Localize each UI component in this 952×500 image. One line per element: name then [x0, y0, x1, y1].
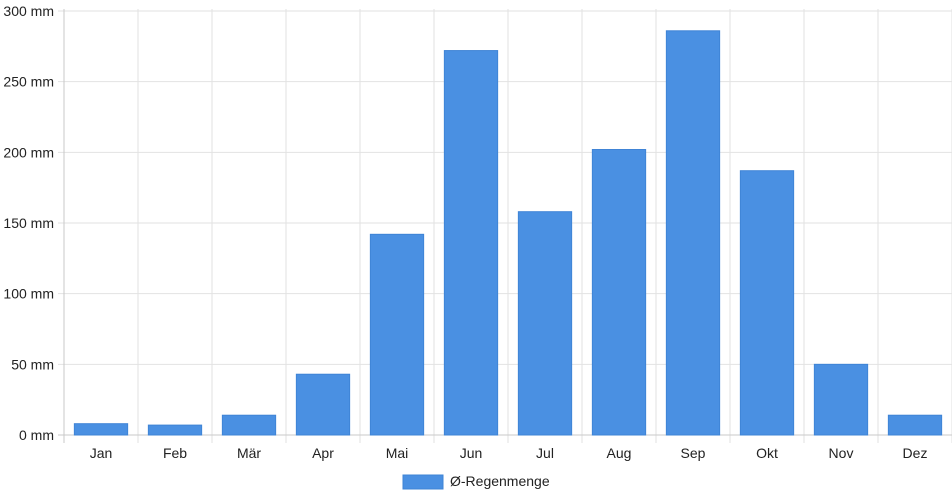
y-tick-label: 0 mm [19, 427, 54, 443]
legend-swatch[interactable] [402, 474, 444, 490]
bar-Jun [443, 50, 499, 436]
x-tick-label: Mär [237, 445, 261, 461]
bar-Dez [887, 414, 943, 436]
x-tick-label: Feb [163, 445, 187, 461]
x-tick-label: Mai [386, 445, 409, 461]
bar-Aug [591, 149, 647, 436]
bar-Nov [813, 363, 869, 436]
chart-grid [58, 9, 952, 443]
y-tick-label: 150 mm [3, 215, 54, 231]
bar-Mär [221, 414, 277, 436]
x-tick-label: Sep [681, 445, 706, 461]
x-tick-label: Jun [460, 445, 483, 461]
bar-Feb [147, 424, 203, 436]
legend-label[interactable]: Ø-Regenmenge [450, 473, 550, 489]
x-tick-label: Apr [312, 445, 334, 461]
y-tick-label: 50 mm [11, 356, 54, 372]
legend[interactable]: Ø-Regenmenge [402, 473, 550, 490]
y-axis-ticks: 0 mm 50 mm 100 mm 150 mm 200 mm 250 mm 300 mm [3, 3, 54, 443]
bar-Mai [369, 233, 425, 436]
x-tick-label: Okt [756, 445, 778, 461]
bar-Sep [665, 30, 721, 436]
bar-Jan [73, 423, 129, 436]
x-tick-label: Jul [536, 445, 554, 461]
y-tick-label: 200 mm [3, 144, 54, 160]
y-tick-label: 100 mm [3, 286, 54, 302]
x-tick-label: Nov [829, 445, 854, 461]
x-tick-label: Jan [90, 445, 113, 461]
y-tick-label: 300 mm [3, 3, 54, 19]
y-tick-label: 250 mm [3, 74, 54, 90]
x-axis-ticks: Jan Feb Mär Apr Mai Jun Jul Aug Sep Okt Nov Dez [90, 445, 928, 461]
bar-series [73, 30, 943, 436]
bar-Jul [517, 211, 573, 436]
bar-Apr [295, 373, 351, 436]
x-tick-label: Aug [607, 445, 632, 461]
x-tick-label: Dez [903, 445, 928, 461]
bar-Okt [739, 170, 795, 436]
